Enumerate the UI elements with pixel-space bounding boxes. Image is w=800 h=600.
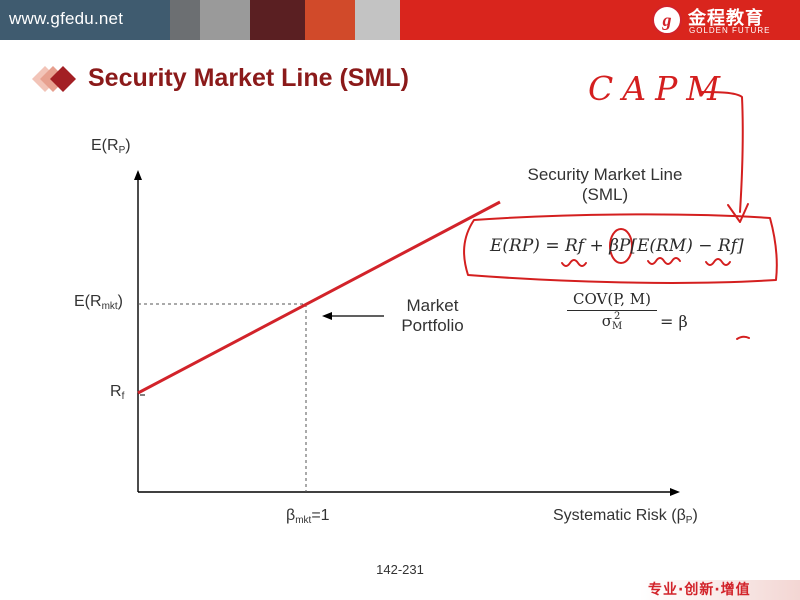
handwritten-capm: CAPM (588, 69, 729, 108)
header-stripe (400, 0, 800, 40)
capm-formula: E(RP) = Rf + βP[E(RM) − Rf] (490, 236, 744, 256)
beta-numerator: COV(P, M) (573, 290, 651, 308)
x-axis-label: Systematic Risk (βP) (553, 507, 698, 526)
sml-label: Security Market Line (SML) (505, 165, 705, 205)
footer-slogan: 专业·创新·增值 (648, 582, 751, 598)
beta-mkt-label: βmkt=1 (286, 507, 330, 526)
site-url[interactable]: www.gfedu.net (9, 9, 124, 28)
y-axis-label: E(RP) (91, 137, 131, 156)
header-bar: www.gfedu.net g 金程教育 GOLDEN FUTURE (0, 0, 800, 40)
company-logo: g 金程教育 GOLDEN FUTURE (652, 4, 792, 38)
squiggle (561, 259, 587, 267)
logo-mark-icon: g (652, 5, 682, 35)
hand-arrow-head-icon (727, 203, 749, 223)
market-portfolio-label: Market Portfolio (385, 296, 480, 336)
rf-label: Rf (110, 383, 125, 402)
hand-arrow (699, 91, 744, 213)
slide-title: Security Market Line (SML) (88, 64, 409, 92)
footer-bar (640, 580, 800, 600)
header-stripe (305, 0, 355, 40)
page-number: 142-231 (376, 562, 424, 577)
title-diamonds-icon (32, 66, 76, 92)
y-axis-arrow-icon (134, 170, 142, 180)
logo-chinese-text: 金程教育 (688, 8, 764, 29)
market-label-line1: Market (406, 296, 459, 315)
header-stripe (355, 0, 400, 40)
small-mark (736, 335, 750, 340)
fraction-bar (567, 310, 657, 311)
market-label-line2: Portfolio (401, 316, 464, 335)
emkt-label: E(Rmkt) (74, 293, 123, 312)
logo-english-text: GOLDEN FUTURE (689, 26, 771, 35)
squiggle (705, 258, 731, 266)
beta-circle (609, 228, 633, 264)
x-axis-arrow-icon (670, 488, 680, 496)
sml-label-line1: Security Market Line (527, 165, 683, 184)
formula-box-outline (463, 213, 778, 284)
header-stripe (0, 0, 170, 40)
security-market-line (137, 200, 501, 395)
sml-label-line2: (SML) (581, 185, 629, 204)
arrow-head-icon (322, 312, 332, 320)
squiggle (647, 257, 681, 265)
handwritten-annotations (463, 91, 778, 340)
beta-result: = β (660, 312, 688, 331)
header-stripe (250, 0, 305, 40)
header-stripe (170, 0, 200, 40)
header-stripe (200, 0, 250, 40)
